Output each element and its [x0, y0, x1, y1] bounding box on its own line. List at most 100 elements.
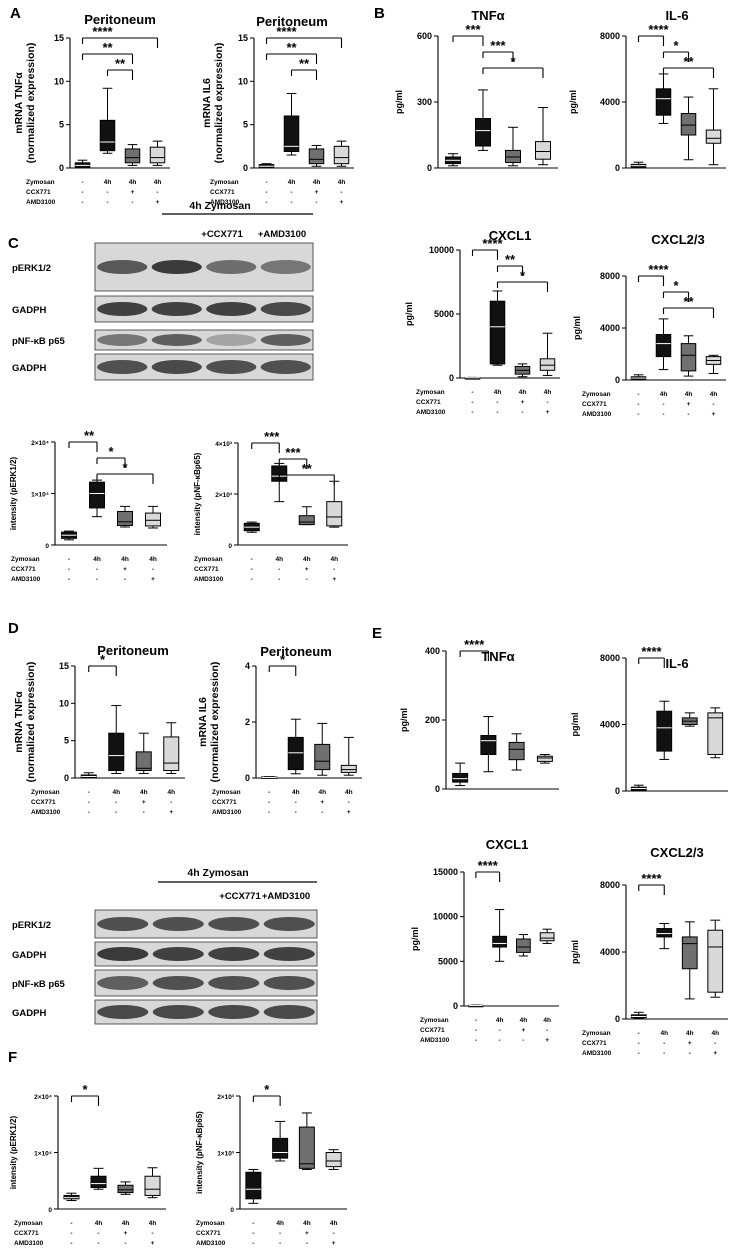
condition-value: - — [70, 1220, 72, 1227]
y-tick-label: 15 — [59, 661, 69, 671]
box-3 — [505, 126, 521, 167]
y-tick-label: 0 — [48, 1207, 52, 1214]
condition-value: + — [347, 809, 351, 816]
box-4 — [707, 707, 724, 759]
condition-value: + — [169, 809, 173, 816]
y-axis-label: pg/ml — [399, 708, 409, 732]
y-tick-label: 0 — [45, 543, 49, 550]
box-iqr — [90, 1175, 107, 1189]
box-3 — [298, 1112, 315, 1170]
condition-value: + — [332, 1240, 336, 1247]
box-iqr — [505, 149, 521, 163]
y-tick-label: 1×10⁴ — [31, 492, 49, 499]
condition-label: Zymosan — [210, 179, 239, 186]
box-1 — [630, 374, 647, 381]
condition-value: - — [306, 576, 308, 583]
chart-title: IL-6 — [665, 8, 688, 23]
box-1 — [261, 776, 278, 779]
blot-row-label: pNF-κB p65 — [12, 336, 66, 347]
blot-band — [206, 360, 257, 374]
y-tick-label: 8000 — [600, 31, 620, 41]
significance-bracket: * — [252, 1082, 281, 1106]
significance-bracket: *** — [278, 445, 308, 469]
box-3 — [680, 96, 697, 161]
blot-treatment-label: +CCX771 — [219, 891, 261, 902]
box-iqr — [124, 148, 141, 164]
box-4 — [149, 140, 166, 166]
condition-value: 4h — [496, 1017, 504, 1024]
condition-value: - — [475, 1037, 477, 1044]
condition-value: - — [290, 189, 292, 196]
condition-value: 4h — [685, 391, 693, 398]
condition-value: 4h — [519, 389, 527, 396]
box-iqr — [707, 929, 724, 993]
condition-value: - — [251, 566, 253, 573]
significance-bracket: ** — [81, 40, 134, 64]
box-1 — [464, 376, 481, 380]
blot-row: pERK1/2 — [12, 242, 314, 292]
box-iqr — [480, 735, 497, 756]
condition-value: - — [340, 189, 342, 196]
condition-value: + — [151, 1240, 155, 1247]
box-2 — [283, 92, 300, 156]
significance-label: * — [673, 278, 679, 293]
condition-value: - — [151, 1230, 153, 1237]
box-3 — [124, 144, 141, 166]
condition-value: - — [546, 1027, 548, 1034]
significance-label: * — [122, 460, 128, 475]
box-3 — [117, 1181, 134, 1195]
condition-value: 4h — [313, 179, 321, 186]
condition-value: - — [252, 1240, 254, 1247]
condition-label: Zymosan — [194, 556, 223, 563]
condition-value: 4h — [303, 1220, 311, 1227]
box-4 — [705, 88, 722, 166]
box-2 — [492, 909, 508, 962]
box-iqr — [333, 145, 350, 165]
blot-band — [260, 260, 311, 274]
condition-value: + — [687, 401, 691, 408]
box-iqr — [656, 710, 673, 752]
significance-label: ** — [84, 428, 95, 443]
chart-title: CXCL1 — [486, 837, 529, 852]
y-axis-label: mRNA IL6 — [201, 78, 213, 128]
condition-value: 4h — [520, 1017, 528, 1024]
blot-treatment-label: +CCX771 — [201, 229, 243, 240]
blot-band — [151, 360, 202, 374]
significance-bracket: **** — [637, 22, 670, 46]
y-tick-label: 5 — [64, 736, 69, 746]
blot-band — [97, 1005, 149, 1019]
condition-value: - — [295, 809, 297, 816]
condition-value: - — [333, 1230, 335, 1237]
y-tick-label: 5 — [59, 120, 64, 130]
chart-title: Peritoneum — [84, 12, 156, 27]
box-iqr — [655, 334, 672, 358]
condition-label: CCX771 — [210, 189, 235, 196]
y-tick-label: 2×10⁴ — [34, 1094, 52, 1101]
condition-label: AMD3100 — [210, 199, 240, 206]
condition-value: + — [124, 1230, 128, 1237]
y-axis-label: intensity (pERK1/2) — [9, 1115, 18, 1189]
box-2 — [655, 73, 672, 124]
y-axis-label: mRNA IL6 — [197, 697, 209, 747]
condition-value: - — [637, 401, 639, 408]
chart-F2: 0 1×10³ 2×10³ intensity (pNF-κBp65) * Zymosan… — [195, 1082, 347, 1247]
box-4 — [144, 1167, 161, 1199]
condition-value: - — [252, 1230, 254, 1237]
y-tick-label: 0 — [59, 163, 64, 173]
box-3 — [681, 921, 698, 1000]
condition-value: - — [88, 809, 90, 816]
condition-label: CCX771 — [11, 566, 36, 573]
condition-value: - — [348, 799, 350, 806]
y-tick-label: 2×10³ — [215, 492, 233, 499]
blot-band — [208, 917, 260, 931]
condition-value: 4h — [95, 1220, 103, 1227]
condition-value: - — [97, 1240, 99, 1247]
condition-label: CCX771 — [212, 799, 237, 806]
condition-value: - — [662, 411, 664, 418]
y-tick-label: 15 — [238, 33, 248, 43]
box-iqr — [108, 732, 125, 772]
blot-band — [208, 947, 260, 961]
y-tick-label: 0 — [245, 773, 250, 783]
blot-row: GADPH — [12, 999, 318, 1025]
y-tick-label: 4000 — [600, 323, 620, 333]
